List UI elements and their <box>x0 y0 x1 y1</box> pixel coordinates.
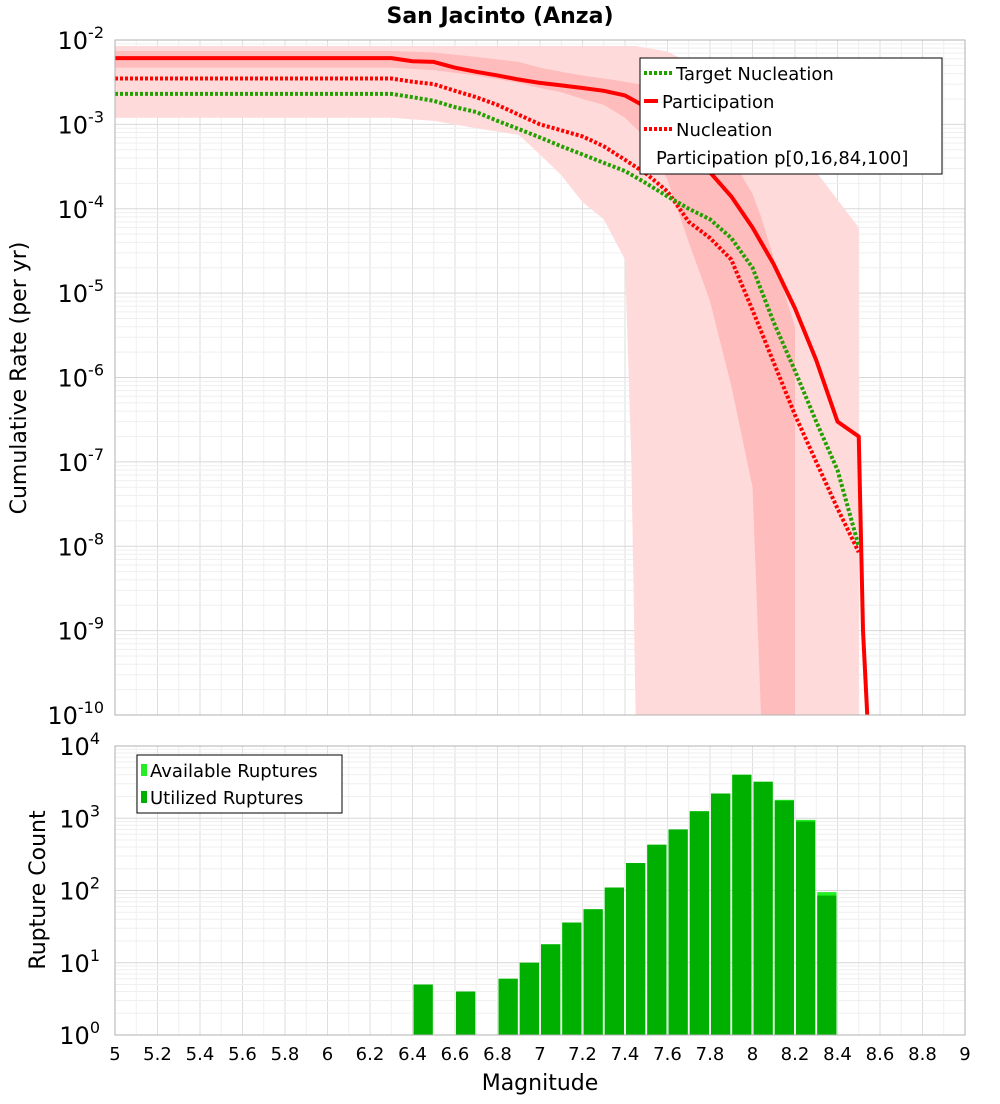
utilized-rupture-bar <box>498 978 518 1035</box>
utilized-rupture-bar <box>562 922 582 1035</box>
rate-legend: Target Nucleation Participation Nucleati… <box>639 57 943 175</box>
x-tick-label: 7.2 <box>568 1044 597 1065</box>
rate-y-ticks: 10-10 10-9 10-8 10-7 10-6 10-5 10-4 10-3 10-2 <box>47 23 104 730</box>
count-plot-frame <box>114 745 966 1036</box>
utilized-rupture-bar <box>626 863 646 1035</box>
rate-plot-frame <box>114 39 966 716</box>
x-tick-label: 8.2 <box>781 1044 810 1065</box>
x-tick-label: 6 <box>322 1044 333 1065</box>
rate-y-tick-label: 10-7 <box>58 445 105 477</box>
count-y-tick-label: 101 <box>59 946 100 978</box>
rate-legend-box <box>639 57 943 175</box>
utilized-rupture-bar <box>796 821 816 1035</box>
x-tick-label: 6.2 <box>356 1044 385 1065</box>
rate-y-tick-label: 10-10 <box>47 698 104 730</box>
utilized-rupture-bar <box>604 887 624 1035</box>
utilized-rupture-bar <box>774 800 794 1035</box>
participation-band-p0-p100 <box>115 45 859 716</box>
count-y-tick-label: 104 <box>59 729 100 761</box>
x-tick-label: 5.2 <box>143 1044 172 1065</box>
target-nucleation-line <box>115 91 861 547</box>
count-legend: Available Ruptures Utilized Ruptures <box>136 754 343 814</box>
x-tick-label: 8.6 <box>866 1044 895 1065</box>
legend-swatch-available <box>141 764 147 776</box>
legend-label-participation: Participation <box>662 92 774 113</box>
rate-y-tick-label: 10-5 <box>58 276 105 308</box>
rate-lines <box>115 56 870 716</box>
participation-line <box>115 56 870 716</box>
x-tick-label: 7.8 <box>696 1044 725 1065</box>
utilized-rupture-bar <box>711 793 731 1035</box>
chart-title: San Jacinto (Anza) <box>386 4 613 29</box>
rate-y-tick-label: 10-9 <box>58 614 105 646</box>
rate-panel: 10-10 10-9 10-8 10-7 10-6 10-5 10-4 10-3 10-2 Cu… <box>7 23 966 730</box>
rate-y-tick-label: 10-4 <box>58 192 105 224</box>
x-tick-label: 8 <box>747 1044 758 1065</box>
utilized-rupture-bar <box>456 991 476 1035</box>
nucleation-line <box>115 76 861 554</box>
x-tick-label: 5 <box>109 1044 120 1065</box>
count-bars <box>413 774 837 1035</box>
count-y-ticks: 100 101 102 103 104 <box>59 729 100 1050</box>
x-tick-label: 5.6 <box>228 1044 257 1065</box>
rate-y-tick-label: 10-8 <box>58 529 105 561</box>
x-tick-label: 9 <box>959 1044 970 1065</box>
utilized-rupture-bar <box>647 844 667 1035</box>
x-axis-label: Magnitude <box>482 1071 599 1096</box>
x-tick-label: 5.4 <box>186 1044 215 1065</box>
utilized-rupture-bar <box>689 811 709 1035</box>
legend-label-participation-band: Participation p[0,16,84,100] <box>656 148 908 169</box>
utilized-rupture-bar <box>732 774 752 1035</box>
legend-label-nucleation: Nucleation <box>676 120 772 141</box>
legend-label-target-nucleation: Target Nucleation <box>675 64 834 85</box>
utilized-rupture-bar <box>753 781 773 1035</box>
count-y-tick-label: 102 <box>59 874 100 906</box>
magnitude-x-ticks: 5 5.2 5.4 5.6 5.8 6 6.2 6.4 6.6 6.8 7 7.2 7.4 7.6 7.8 8… <box>109 1044 970 1065</box>
utilized-rupture-bar <box>583 909 603 1035</box>
utilized-rupture-bar <box>668 829 688 1035</box>
x-tick-label: 7.6 <box>653 1044 682 1065</box>
x-tick-label: 8.8 <box>908 1044 937 1065</box>
x-tick-label: 6.4 <box>398 1044 427 1065</box>
legend-label-available: Available Ruptures <box>150 761 318 782</box>
utilized-rupture-bar <box>817 895 837 1035</box>
rate-y-tick-label: 10-2 <box>58 23 105 55</box>
count-panel: 100 101 102 103 104 5 5.2 5.4 5.6 5.8 6 6.2 6.4 6.6 6… <box>26 729 971 1096</box>
count-legend-box <box>136 754 343 814</box>
utilized-rupture-bar <box>541 944 561 1035</box>
x-tick-label: 6.8 <box>483 1044 512 1065</box>
x-tick-label: 7 <box>534 1044 545 1065</box>
utilized-rupture-bar <box>519 962 539 1035</box>
x-tick-label: 7.4 <box>611 1044 640 1065</box>
x-tick-label: 6.6 <box>441 1044 470 1065</box>
count-y-axis-label: Rupture Count <box>26 810 51 970</box>
rate-y-tick-label: 10-6 <box>58 361 105 393</box>
rate-bands <box>115 45 859 716</box>
count-y-tick-label: 103 <box>59 801 100 833</box>
x-tick-label: 8.4 <box>823 1044 852 1065</box>
legend-swatch-utilized <box>141 791 147 803</box>
rate-y-tick-label: 10-3 <box>58 107 105 139</box>
x-tick-label: 5.8 <box>271 1044 300 1065</box>
count-y-tick-label: 100 <box>59 1018 100 1050</box>
rate-y-axis-label: Cumulative Rate (per yr) <box>7 242 32 515</box>
legend-label-utilized: Utilized Ruptures <box>150 788 303 809</box>
utilized-rupture-bar <box>413 984 433 1035</box>
